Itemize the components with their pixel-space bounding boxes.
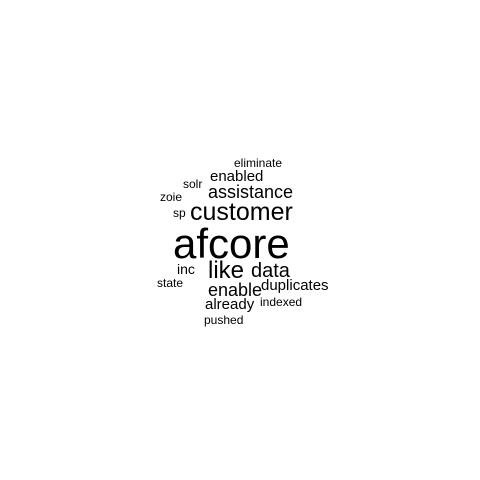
word-already: already (205, 296, 255, 313)
word-state: state (157, 276, 184, 290)
word-like: like (208, 257, 245, 284)
word-sp: sp (173, 206, 186, 220)
word-solr: solr (183, 177, 203, 191)
word-zoie: zoie (160, 190, 183, 204)
word-inc: inc (177, 261, 195, 277)
word-afcore: afcore (173, 220, 290, 267)
word-enable: enable (208, 280, 263, 300)
word-eliminate: eliminate (234, 156, 283, 170)
word-indexed: indexed (260, 295, 303, 309)
word-assistance: assistance (208, 182, 294, 202)
word-enabled: enabled (210, 168, 264, 185)
word-data: data (251, 260, 290, 282)
word-customer: customer (190, 198, 293, 226)
word-duplicates: duplicates (261, 277, 329, 294)
word-pushed: pushed (204, 313, 244, 327)
